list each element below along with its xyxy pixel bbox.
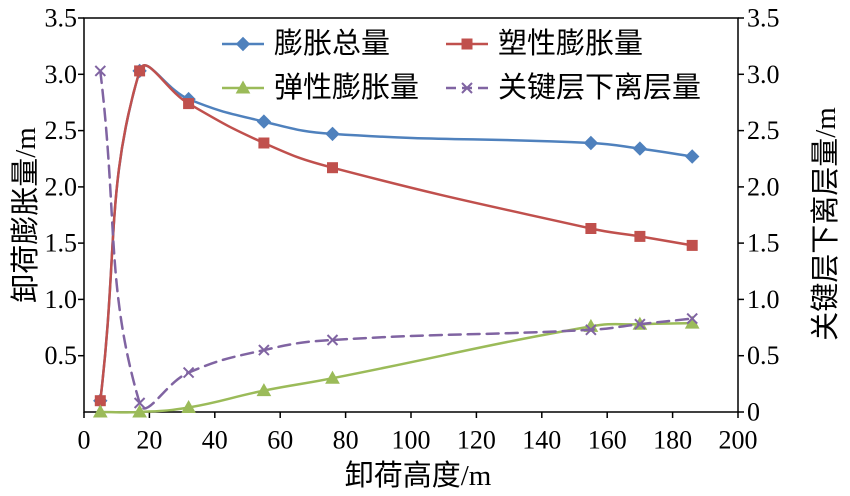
series-3-point [132, 404, 147, 418]
legend-marker [235, 36, 251, 52]
x-tick-label: 120 [457, 426, 496, 455]
series-4 [94, 65, 698, 410]
series-2-point [258, 137, 270, 149]
series-2-point [327, 162, 338, 174]
series-2-point [585, 223, 597, 234]
legend-label: 塑性膨胀量 [498, 27, 643, 60]
series-2-line [99, 64, 694, 402]
y-axis-left: 0.5 1.0 1.5 2.0 2.5 3.0 3.5 [45, 4, 84, 370]
y-axis-right: 0 0.5 1.0 1.5 2.0 2.5 3.0 3.5 [738, 4, 780, 427]
series-1-point [583, 135, 599, 151]
legend-item-4: 关键层下离层量 [446, 71, 701, 104]
series-3-point [92, 404, 108, 418]
legend-item-3: 弹性膨胀量 [222, 71, 419, 104]
legend-marker [235, 80, 251, 94]
x-tick-label: 40 [202, 426, 228, 455]
legend-label: 弹性膨胀量 [274, 71, 419, 104]
x-axis-title: 卸荷高度/m [345, 459, 492, 492]
legend-item-1: 膨胀总量 [222, 27, 390, 60]
y-tick-label: 3.0 [45, 60, 78, 89]
x-tick-label: 60 [267, 426, 293, 455]
y-tick-label: 1.0 [45, 285, 78, 314]
x-tick-label: 200 [719, 426, 758, 455]
x-tick-label: 0 [78, 426, 91, 455]
x-axis: 0 20 40 60 80 100 120 140 160 180 200 [78, 412, 758, 455]
series-1-point [256, 114, 272, 129]
legend-label: 膨胀总量 [274, 27, 390, 60]
series-4-point [94, 65, 107, 77]
series-4-point [686, 312, 698, 325]
series-1-point [632, 141, 648, 156]
y2-tick-label: 3.5 [747, 4, 780, 33]
x-tick-label: 80 [333, 426, 359, 455]
series-4-point [133, 397, 146, 409]
legend-marker [461, 38, 473, 50]
series-2-point [634, 230, 646, 242]
y-tick-label: 0.5 [45, 341, 78, 370]
series-4-point [585, 324, 597, 336]
y-axis-title: 卸荷膨胀量/m [9, 127, 42, 303]
series-4-point [258, 344, 270, 356]
y2-tick-label: 1.5 [747, 229, 780, 258]
y2-tick-label: 0.5 [747, 341, 780, 370]
y2-axis-title: 关键层下离层量/m [809, 107, 842, 341]
series-2-point [94, 395, 106, 407]
y2-tick-label: 0 [747, 398, 760, 427]
y2-tick-label: 3.0 [747, 60, 780, 89]
series-4-point [634, 318, 646, 330]
y-tick-label: 1.5 [45, 229, 78, 258]
series-1-point [325, 126, 340, 142]
series-4-point [182, 366, 195, 379]
y2-tick-label: 2.0 [747, 172, 780, 201]
x-tick-label: 160 [588, 426, 627, 455]
series-2-point [134, 65, 146, 77]
series-1-point [684, 149, 700, 164]
x-tick-label: 100 [392, 426, 431, 455]
series-layer [92, 63, 700, 418]
series-3-point [256, 383, 272, 397]
series-3-line [99, 321, 694, 414]
series-4-line [99, 69, 694, 410]
series-2-point [686, 239, 698, 251]
y-tick-label: 3.5 [45, 4, 78, 33]
x-tick-label: 180 [653, 426, 692, 455]
legend-item-2: 塑性膨胀量 [446, 27, 643, 60]
y2-tick-label: 1.0 [747, 285, 780, 314]
legend-marker [461, 82, 473, 94]
series-3-point [181, 399, 196, 413]
y2-tick-label: 2.5 [747, 116, 780, 145]
legend-label: 关键层下离层量 [498, 71, 701, 104]
x-tick-label: 140 [522, 426, 561, 455]
series-3-point [325, 370, 340, 384]
y-tick-label: 2.0 [45, 172, 78, 201]
x-tick-label: 20 [136, 426, 162, 455]
y-tick-label: 2.5 [45, 116, 78, 145]
series-2 [94, 64, 698, 407]
series-4-point [326, 334, 339, 346]
series-2-point [183, 98, 195, 110]
